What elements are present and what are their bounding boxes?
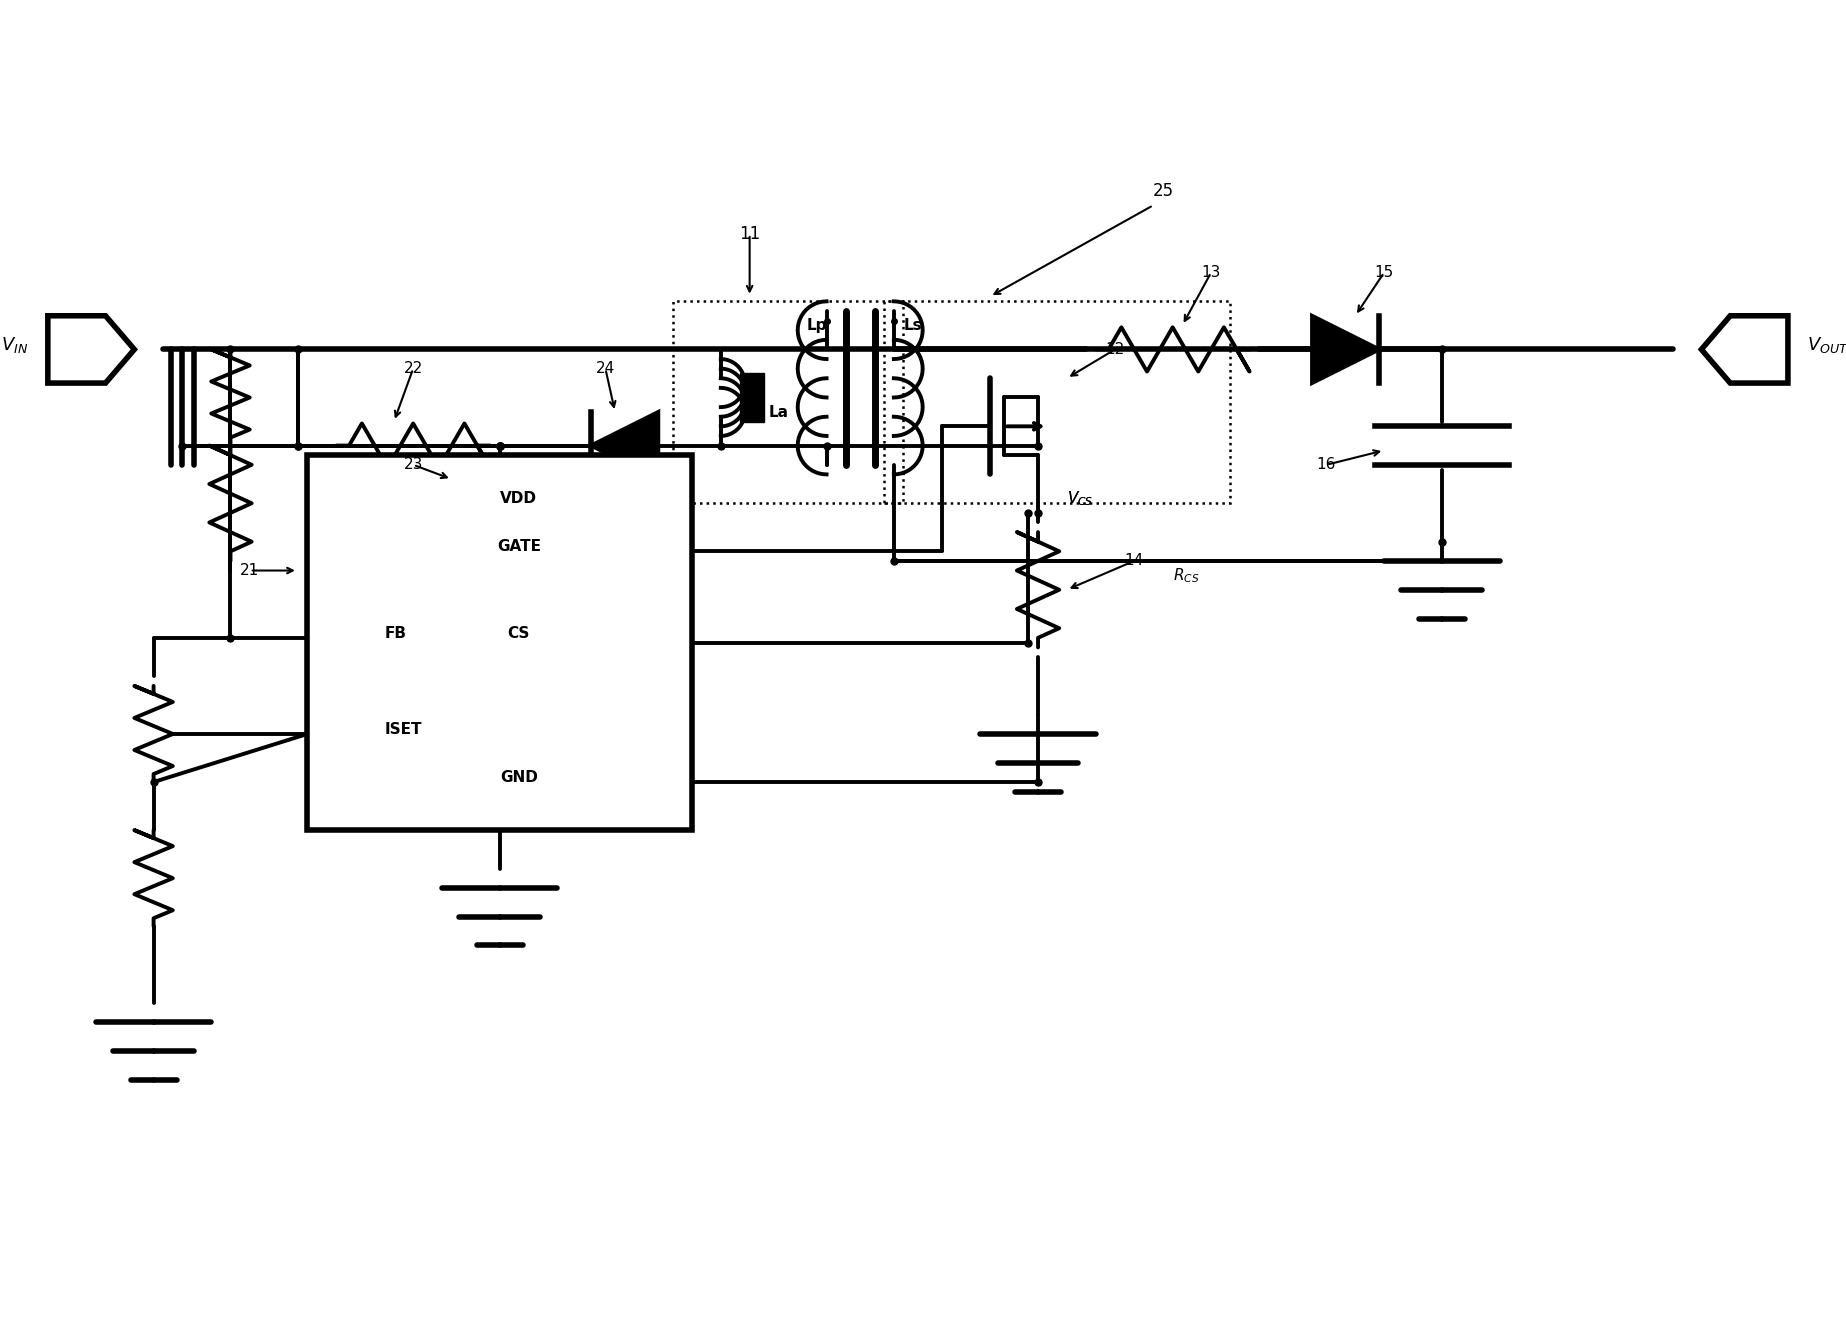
Polygon shape: [1313, 316, 1379, 383]
Text: GND: GND: [500, 770, 537, 785]
Text: ISET: ISET: [384, 722, 423, 738]
Text: VDD: VDD: [500, 491, 537, 506]
Text: 14: 14: [1124, 553, 1145, 569]
Text: Ls: Ls: [903, 319, 923, 333]
Polygon shape: [591, 412, 659, 479]
Text: 12: 12: [1106, 342, 1124, 357]
Text: 21: 21: [240, 564, 258, 578]
Text: 22: 22: [404, 361, 423, 377]
Text: 16: 16: [1316, 457, 1337, 473]
Text: 23: 23: [404, 457, 423, 473]
Bar: [672, 302, 903, 503]
Bar: [884, 302, 1229, 503]
Text: 13: 13: [1202, 265, 1220, 281]
Text: 11: 11: [738, 225, 761, 244]
Bar: [740, 374, 764, 421]
Text: CS: CS: [508, 626, 530, 641]
Text: $V_{IN}$: $V_{IN}$: [2, 335, 28, 354]
Text: FB: FB: [384, 626, 406, 641]
Text: GATE: GATE: [497, 539, 541, 554]
Text: $V_{CS}$: $V_{CS}$: [1067, 489, 1093, 508]
Text: La: La: [770, 404, 788, 420]
Bar: [308, 456, 692, 830]
Text: 15: 15: [1375, 265, 1394, 281]
Text: $V_{CS}$: $V_{CS}$: [1067, 489, 1093, 508]
Text: 24: 24: [596, 361, 615, 377]
Text: 25: 25: [1152, 182, 1174, 200]
Text: $R_{CS}$: $R_{CS}$: [1172, 566, 1200, 585]
Text: $V_{OUT}$: $V_{OUT}$: [1807, 335, 1846, 354]
Text: Lp: Lp: [807, 319, 827, 333]
